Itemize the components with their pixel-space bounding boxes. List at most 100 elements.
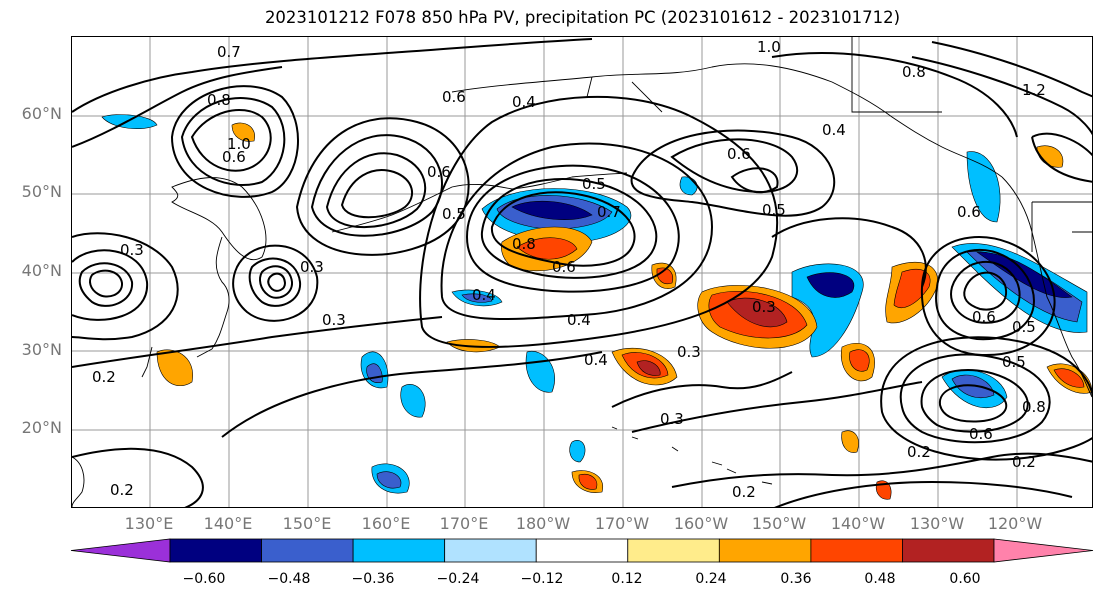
precip-neg-area-9 — [525, 350, 555, 393]
contour-label: 0.4 — [472, 286, 496, 304]
pv-contour-12 — [267, 272, 287, 292]
precip-neg-area-5 — [966, 151, 1001, 223]
precip-neg-area-7 — [400, 384, 426, 418]
contour-label: 0.2 — [110, 481, 134, 499]
pv-contour-39 — [221, 351, 603, 438]
pv-contour-11 — [259, 265, 294, 299]
precip-pos-area-2-max — [726, 297, 788, 328]
contour-label: 0.5 — [1012, 318, 1036, 336]
contour-label: 1.0 — [757, 38, 781, 56]
pv-contour-35 — [920, 369, 1029, 433]
pv-contours — [72, 38, 1092, 507]
pv-contour-36 — [938, 384, 1008, 423]
lon-label-160w: 160°W — [673, 514, 729, 533]
pv-contour-41 — [72, 447, 204, 507]
lon-label-150e: 150°E — [282, 514, 332, 533]
contour-label-group: 0.7 0.8 1.0 0.6 0.6 0.4 1.0 0.8 1.2 0.4 … — [92, 38, 1046, 501]
lon-label-130e: 130°E — [124, 514, 174, 533]
contour-label: 0.7 — [597, 203, 621, 221]
contour-label: 0.7 — [217, 43, 241, 61]
pv-contour-31 — [963, 271, 1008, 311]
pv-contour-24 — [670, 138, 799, 194]
contour-label: 0.6 — [969, 425, 993, 443]
contour-label: 0.5 — [582, 175, 606, 193]
colorbar-segment — [535, 538, 629, 563]
contour-label: 0.2 — [92, 368, 116, 386]
pv-contour-44 — [771, 217, 927, 288]
pv-contour-30 — [950, 260, 1021, 324]
contour-label: 0.3 — [677, 343, 701, 361]
colorbar-segment — [352, 538, 446, 563]
precip-pos-area-12-core — [578, 474, 598, 490]
pv-contour-10 — [248, 257, 302, 307]
contour-label: 0.2 — [907, 443, 931, 461]
pv-contour-14 — [78, 262, 134, 307]
pv-contour-19 — [480, 178, 658, 279]
colorbar-tick: −0.36 — [351, 571, 395, 587]
lon-label-120w: 120°W — [987, 514, 1043, 533]
lon-label-140e: 140°E — [203, 514, 253, 533]
precip-pos-area-10 — [231, 122, 255, 142]
lon-label-150w: 150°W — [751, 514, 807, 533]
pv-contour-34 — [899, 353, 1051, 444]
lon-label-180w: 180°W — [515, 514, 571, 533]
colorbar-segment — [627, 538, 720, 563]
pv-contour-1 — [72, 38, 593, 113]
colorbar-segment — [169, 538, 262, 563]
pv-contour-6 — [310, 134, 443, 237]
precip-pos-area-7-core — [1053, 368, 1085, 388]
contour-label: 0.8 — [512, 235, 536, 253]
colorbar-tick: 0.60 — [949, 571, 981, 587]
contour-label: 1.2 — [1022, 81, 1046, 99]
contour-label: 0.4 — [512, 93, 536, 111]
precip-neg-area-12-core — [461, 293, 493, 303]
coast-islands — [611, 426, 773, 485]
pv-contour-43 — [774, 480, 1073, 507]
pv-contour-7 — [325, 152, 427, 229]
coast-na-west — [1001, 176, 1092, 398]
contour-label: 0.3 — [752, 298, 776, 316]
colorbar-tick: 0.12 — [611, 571, 643, 587]
contour-label: 0.8 — [1022, 398, 1046, 416]
contour-label: 0.3 — [660, 410, 684, 428]
contour-label: 0.6 — [427, 163, 451, 181]
colorbar-extend-low — [70, 538, 171, 563]
precip-neg-area-1-max — [511, 200, 593, 220]
pv-contour-37 — [880, 336, 1092, 461]
colorbar-tick: 0.48 — [864, 571, 896, 587]
contour-label: 0.6 — [972, 308, 996, 326]
colorbar-segment — [902, 538, 995, 563]
pv-contour-4 — [180, 97, 286, 186]
contour-label: 1.0 — [227, 135, 251, 153]
coast-alaska — [451, 63, 1003, 178]
precip-pos-area-3-max — [636, 360, 661, 376]
precip-pos-area-13 — [841, 430, 859, 453]
precip-neg-area-2-core — [806, 272, 855, 298]
pv-contour-28 — [931, 41, 1092, 98]
colorbar-tick: −0.48 — [267, 571, 311, 587]
map-canvas: 0.7 0.8 1.0 0.6 0.6 0.4 1.0 0.8 1.2 0.4 … — [72, 37, 1092, 507]
precip-pos-area-6 — [156, 349, 193, 387]
lat-label-60n: 60°N — [21, 104, 62, 123]
contour-label: 0.6 — [957, 203, 981, 221]
pv-contour-9 — [295, 117, 470, 256]
contour-label: 0.2 — [1012, 453, 1036, 471]
lat-label-50n: 50°N — [21, 182, 62, 201]
colorbar-segment — [810, 538, 903, 563]
colorbar-tick: −0.60 — [182, 571, 226, 587]
contour-label: 0.8 — [902, 63, 926, 81]
pv-contour-23 — [630, 129, 836, 217]
lat-label-20n: 20°N — [21, 418, 62, 437]
pv-contour-40 — [631, 381, 923, 433]
contour-label: 0.6 — [552, 258, 576, 276]
colorbar-tick: 0.36 — [780, 571, 812, 587]
coast-state-border-1 — [851, 37, 942, 113]
coast-state-border-2 — [1031, 201, 1092, 252]
pv-contour-21 — [440, 142, 714, 321]
coast-kuril-japan — [141, 236, 230, 378]
coastlines — [72, 37, 1092, 507]
contour-label: 0.3 — [300, 258, 324, 276]
lon-label-170w: 170°W — [594, 514, 650, 533]
pv-contour-13 — [232, 244, 319, 322]
pv-contour-16 — [72, 249, 149, 321]
